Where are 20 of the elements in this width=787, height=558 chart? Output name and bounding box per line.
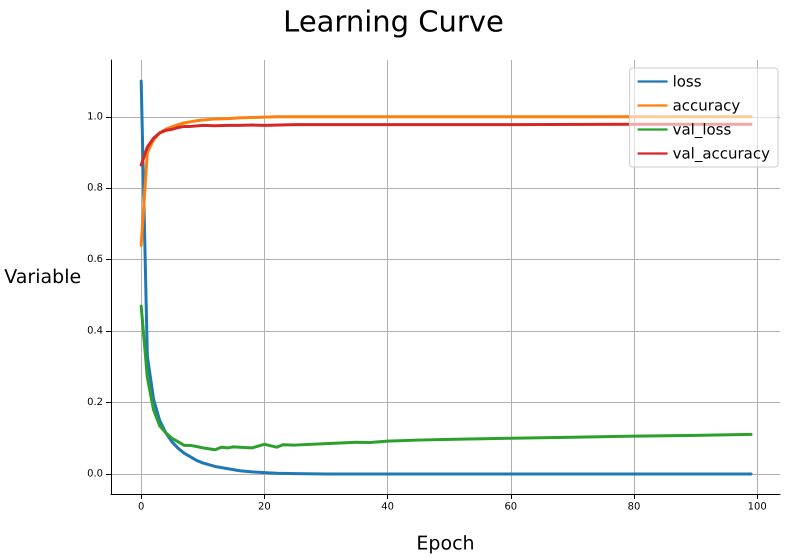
- legend-label: val_loss: [672, 120, 732, 138]
- y-tick-label: 0.2: [87, 397, 103, 408]
- chart-title: Learning Curve: [283, 4, 504, 38]
- x-tick-label: 20: [258, 502, 271, 512]
- legend-label: accuracy: [672, 96, 740, 114]
- x-tick-label: 0: [138, 502, 144, 512]
- x-tick-label: 100: [748, 502, 767, 512]
- x-tick-label: 60: [504, 502, 518, 512]
- line-series: [140, 304, 753, 452]
- y-axis-title: Variable: [4, 266, 82, 288]
- x-axis-title: Epoch: [416, 532, 475, 554]
- legend-label: val_accuracy: [672, 144, 770, 162]
- x-tick-label: 80: [628, 502, 640, 512]
- y-tick-label: 0.6: [87, 254, 103, 266]
- y-tick-label: 1.0: [87, 111, 103, 122]
- y-tick-label: 0.0: [87, 468, 103, 480]
- legend-label: loss: [672, 72, 702, 90]
- y-tick-label: 0.8: [87, 182, 103, 194]
- y-tick-label: 0.4: [87, 326, 103, 337]
- x-tick-label: 40: [381, 502, 394, 512]
